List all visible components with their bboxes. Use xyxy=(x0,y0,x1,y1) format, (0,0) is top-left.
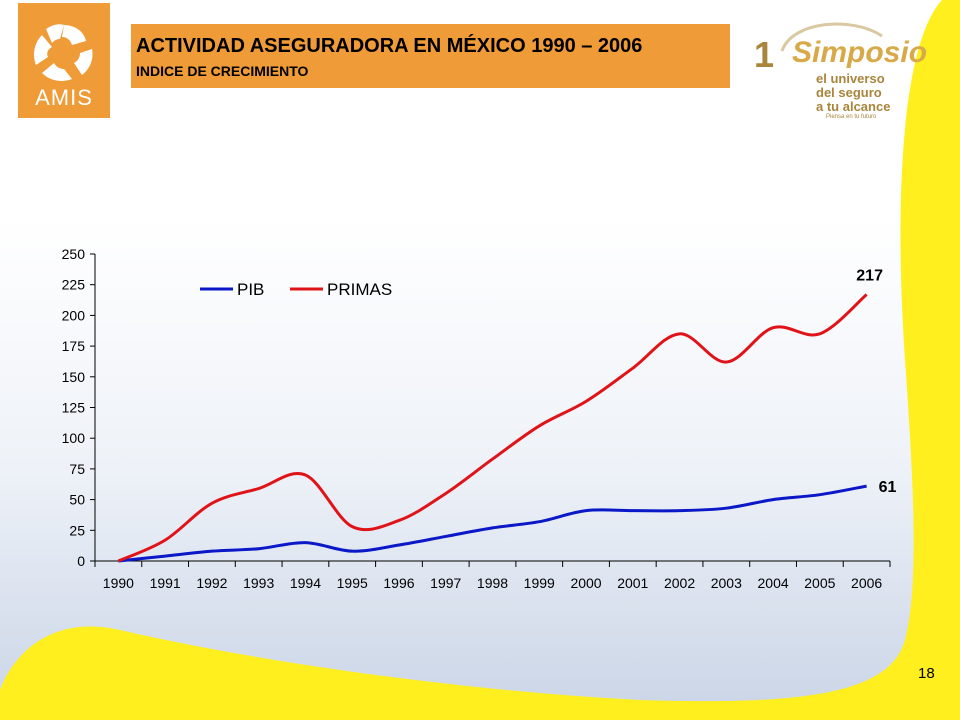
x-tick-label: 2003 xyxy=(711,575,742,591)
x-tick-label: 2006 xyxy=(851,575,882,591)
x-tick-label: 1999 xyxy=(524,575,555,591)
series-line-primas xyxy=(117,293,868,563)
x-tick-label: 1991 xyxy=(150,575,181,591)
simposio-number: 1 xyxy=(754,34,775,75)
x-tick-label: 2000 xyxy=(570,575,601,591)
chart-series: 61 217 xyxy=(117,268,897,563)
y-tick-label: 100 xyxy=(62,430,86,446)
simposio-line-3: a tu alcance xyxy=(816,99,891,114)
simposio-line-2: del seguro xyxy=(816,85,882,100)
y-tick-label: 250 xyxy=(62,246,86,262)
simposio-swirl-icon xyxy=(780,22,883,52)
x-tick-label: 1997 xyxy=(430,575,461,591)
slide-subtitle: INDICE DE CRECIMIENTO xyxy=(136,63,309,79)
chart-axes: 0 25 50 75 100 125 150 175 200 225 250 1990 1991 1992… xyxy=(62,246,891,591)
logo-text: AMIS xyxy=(35,85,93,110)
x-tick-label: 2005 xyxy=(804,575,835,591)
x-tick-label: 1992 xyxy=(196,575,227,591)
x-tick-label: 1994 xyxy=(290,575,321,591)
y-tick-label: 50 xyxy=(69,492,85,508)
y-tick-label: 225 xyxy=(62,277,86,293)
x-tick-label: 1998 xyxy=(477,575,508,591)
amis-logo: AMIS xyxy=(18,3,110,118)
simposio-tagline: Piensa en tu futuro xyxy=(826,114,877,120)
y-tick-label: 150 xyxy=(62,369,86,385)
chart-legend: PIB PRIMAS xyxy=(200,280,392,299)
x-tick-label: 1995 xyxy=(337,575,368,591)
amis-pinwheel-icon xyxy=(34,24,93,81)
y-tick-label: 0 xyxy=(77,553,85,569)
simposio-logo: 1 Simposio el universo del seguro a tu a… xyxy=(752,16,927,120)
series-line-pib xyxy=(118,484,867,563)
x-tick-label: 2002 xyxy=(664,575,695,591)
x-tick-label: 1990 xyxy=(103,575,134,591)
slide-title: ACTIVIDAD ASEGURADORA EN MÉXICO 1990 – 2… xyxy=(136,35,643,57)
end-label-pib: 61 xyxy=(879,479,897,496)
title-band: ACTIVIDAD ASEGURADORA EN MÉXICO 1990 – 2… xyxy=(131,24,730,88)
legend-label-pib: PIB xyxy=(237,280,264,299)
y-tick-label: 175 xyxy=(62,338,86,354)
x-tick-label: 2001 xyxy=(617,575,648,591)
page-number: 18 xyxy=(918,665,935,682)
legend-label-primas: PRIMAS xyxy=(327,280,392,299)
simposio-line-1: el universo xyxy=(816,71,885,86)
simposio-word: Simposio xyxy=(792,36,928,69)
y-tick-label: 75 xyxy=(69,461,85,477)
y-tick-label: 25 xyxy=(69,522,85,538)
x-tick-label: 1996 xyxy=(383,575,414,591)
x-tick-label: 1993 xyxy=(243,575,274,591)
x-tick-label: 2004 xyxy=(758,575,789,591)
y-tick-label: 125 xyxy=(62,400,86,416)
end-label-primas: 217 xyxy=(856,268,883,285)
y-tick-label: 200 xyxy=(62,307,86,323)
